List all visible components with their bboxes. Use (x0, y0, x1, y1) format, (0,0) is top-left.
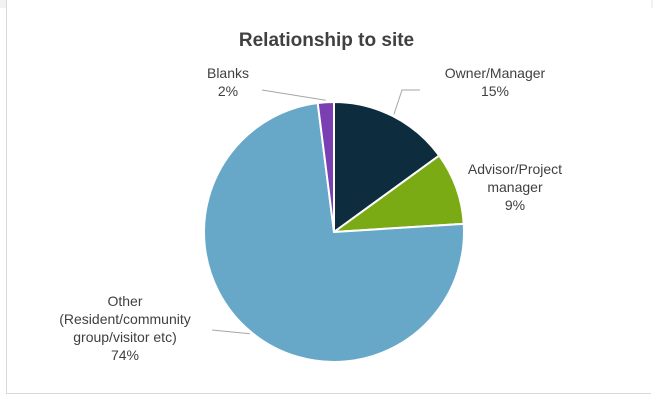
leader-line-other (211, 329, 250, 335)
pie-slice-owner-manager (333, 100, 441, 234)
slice-label-blanks: Blanks 2% (206, 65, 250, 99)
slice-label-other: Other (Resident/community group/visitor … (59, 293, 191, 363)
chart-title: Relationship to site (238, 30, 415, 51)
leader-line-owner-manager (393, 89, 420, 115)
pie-slice-blanks (316, 100, 335, 233)
leader-line-blanks (261, 89, 326, 101)
slice-label-advisor-project-manager: Advisor/Project manager 9% (467, 161, 563, 213)
pie-slice-other (203, 101, 465, 363)
slice-label-owner-manager: Owner/Manager 15% (444, 65, 546, 99)
